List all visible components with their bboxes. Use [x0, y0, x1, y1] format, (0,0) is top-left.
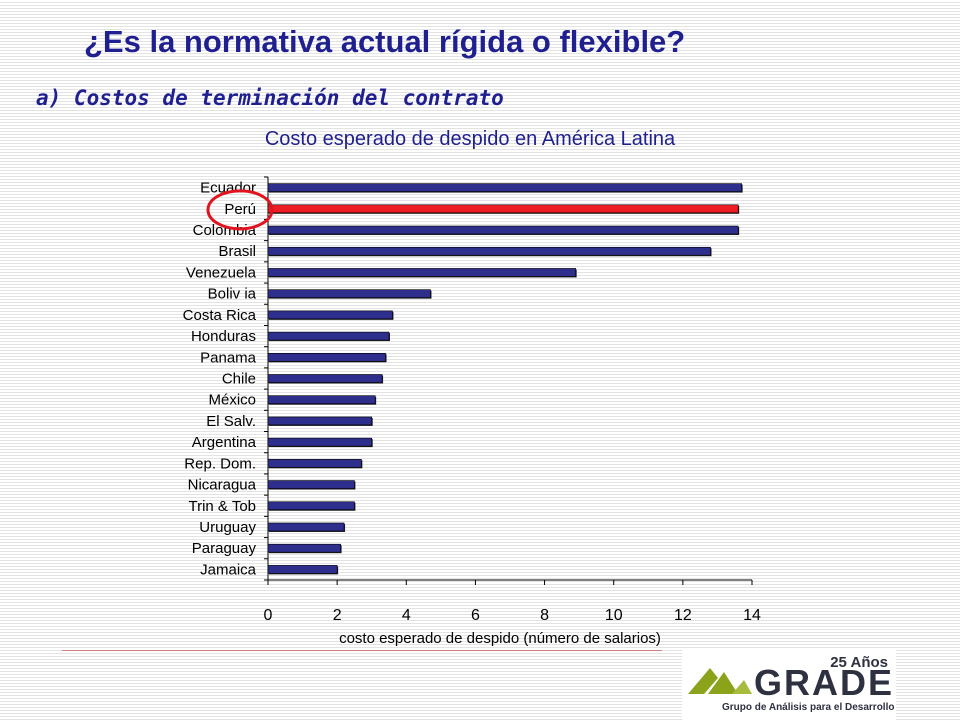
bar-7 [267, 331, 390, 341]
bar-16 [267, 522, 345, 532]
y-tick-label: Brasil [218, 243, 256, 260]
bar-10 [267, 395, 376, 405]
bar-11 [267, 416, 373, 426]
bar-14 [267, 480, 355, 489]
x-tick-label: 6 [471, 607, 480, 624]
logo-wordmark: GRADE [754, 662, 895, 703]
bar-6 [267, 310, 393, 320]
highlight-circle [206, 189, 274, 231]
bar-12 [267, 437, 373, 447]
bar-4 [267, 268, 576, 277]
y-tick-label: Chile [222, 371, 256, 388]
y-tick-label: El Salv. [206, 413, 256, 430]
y-tick-label: Boliv ia [208, 286, 257, 303]
y-tick-label: Costa Rica [183, 307, 257, 324]
bar-13 [267, 459, 362, 468]
slide-title: ¿Es la normativa actual rígida o flexibl… [84, 24, 686, 59]
bar-9 [267, 374, 383, 383]
x-tick-label: 4 [402, 607, 411, 624]
y-tick-label: Paraguay [192, 540, 257, 557]
grade-logo: 25 Años GRADE Grupo de Análisis para el … [682, 650, 896, 720]
x-tick-label: 14 [743, 607, 761, 624]
y-tick-label: Uruguay [199, 519, 256, 536]
y-tick-label: Jamaica [200, 561, 257, 578]
x-tick-label: 8 [540, 607, 549, 624]
slide-subtitle: a) Costos de terminación del contrato [36, 86, 504, 110]
y-tick-label: México [208, 392, 256, 409]
logo-mark-icon [688, 668, 752, 694]
bar-3 [267, 246, 711, 256]
x-tick-label: 10 [605, 607, 623, 624]
y-tick-label: Perú [224, 201, 256, 218]
bar-17 [267, 543, 341, 553]
y-tick-label: Argentina [192, 434, 257, 451]
bar-5 [267, 289, 431, 298]
logo-years: 25 Años [830, 654, 888, 671]
y-tick-label: Nicaragua [188, 477, 257, 494]
logo-tagline: Grupo de Análisis para el Desarrollo [722, 702, 895, 713]
x-tick-label: 2 [333, 607, 342, 624]
chart-title: Costo esperado de despido en América Lat… [264, 128, 676, 150]
bar-8 [267, 352, 386, 362]
y-tick-label: Venezuela [186, 264, 257, 281]
y-tick-label: Rep. Dom. [184, 455, 256, 472]
bar-2 [267, 225, 739, 235]
y-tick-label: Trin & Tob [188, 498, 256, 515]
y-tick-label: Honduras [191, 328, 256, 345]
y-tick-label: Colombia [193, 222, 257, 239]
bar-18 [267, 565, 338, 574]
bar-15 [267, 501, 355, 511]
footer-divider [62, 650, 662, 651]
x-tick-label: 0 [264, 607, 273, 624]
bar-1 [267, 204, 739, 214]
x-tick-label: 12 [674, 607, 692, 624]
y-tick-label: Ecuador [200, 180, 256, 197]
y-tick-label: Panama [200, 349, 257, 366]
bar-0 [267, 183, 742, 192]
x-axis-title: costo esperado de despido (número de sal… [339, 630, 661, 647]
